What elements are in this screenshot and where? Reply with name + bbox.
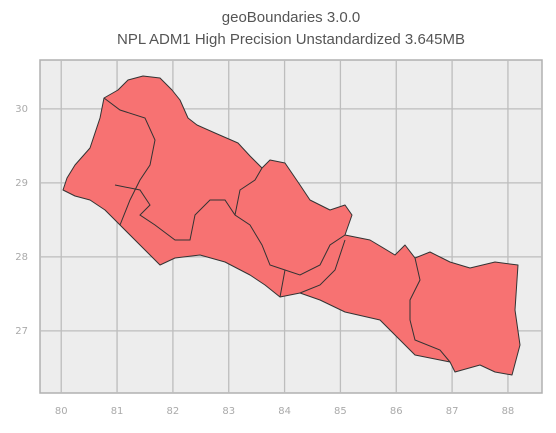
- country-outline: [62, 75, 521, 376]
- x-tick-label: 82: [167, 406, 180, 417]
- province-border: [284, 234, 346, 276]
- x-tick-label: 80: [55, 406, 68, 417]
- x-tick-label: 88: [502, 406, 515, 417]
- y-tick-label: 29: [15, 178, 28, 189]
- x-tick-label: 83: [222, 406, 235, 417]
- x-tick-label: 86: [390, 406, 403, 417]
- province-borders: [103, 97, 451, 363]
- province-border: [299, 239, 346, 294]
- y-tick-label: 30: [15, 104, 28, 115]
- province-border: [114, 184, 286, 298]
- x-tick-label: 81: [111, 406, 124, 417]
- x-tick-label: 84: [278, 406, 291, 417]
- subtitle: NPL ADM1 High Precision Unstandardized 3…: [117, 31, 465, 48]
- province-border: [409, 257, 451, 363]
- y-tick-label: 28: [15, 252, 28, 263]
- province-border: [103, 97, 156, 226]
- title: geoBoundaries 3.0.0: [222, 9, 360, 26]
- y-tick-label: 27: [15, 326, 28, 337]
- x-tick-label: 85: [334, 406, 347, 417]
- x-tick-label: 87: [446, 406, 459, 417]
- country-shape: [62, 75, 521, 376]
- province-border: [234, 167, 263, 216]
